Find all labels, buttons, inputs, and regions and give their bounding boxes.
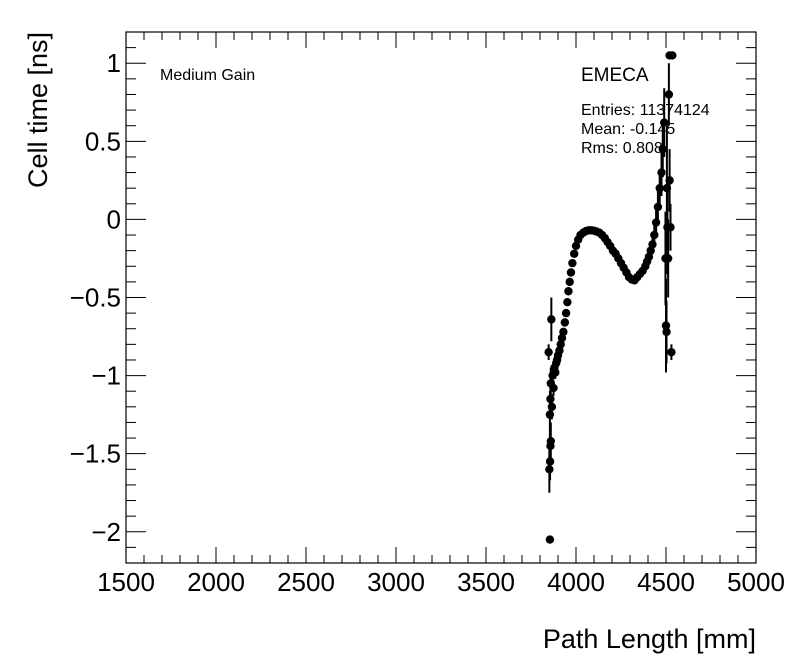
y-tick-label: −0.5 — [70, 283, 121, 313]
data-point — [653, 202, 663, 212]
data-point — [551, 368, 560, 377]
x-tick-label: 4500 — [637, 567, 695, 597]
data-point — [570, 249, 579, 258]
gain-annotation: Medium Gain — [160, 67, 255, 84]
stats-box-title: EMECA — [581, 65, 649, 86]
data-point — [555, 346, 564, 355]
data-point — [663, 254, 673, 263]
data-point — [658, 144, 667, 154]
data-point — [566, 268, 576, 277]
stats-entries: Entries: 11374124 — [581, 102, 710, 119]
data-point — [665, 176, 674, 185]
y-tick-label: 0.5 — [85, 126, 121, 156]
data-point — [563, 297, 572, 307]
data-point — [546, 436, 555, 446]
x-tick-label: 2500 — [277, 567, 335, 597]
y-tick-label: −1.5 — [70, 439, 121, 469]
x-tick-label: 3000 — [367, 567, 425, 597]
data-point — [559, 327, 568, 337]
data-point — [664, 90, 674, 99]
data-point — [545, 457, 555, 466]
data-point — [650, 230, 659, 240]
y-tick-label: 0 — [107, 204, 121, 234]
x-tick-label: 3500 — [457, 567, 515, 597]
data-points — [544, 51, 677, 544]
data-point — [545, 465, 554, 474]
data-point — [544, 347, 553, 357]
x-tick-label: 1500 — [97, 567, 155, 597]
data-point — [655, 183, 664, 193]
y-tick-label: −2 — [91, 517, 121, 547]
data-point — [546, 394, 555, 404]
y-axis-title: Cell time [ns] — [23, 32, 53, 188]
data-point — [668, 51, 677, 60]
data-point — [662, 183, 672, 193]
data-point — [667, 347, 676, 357]
data-point — [657, 168, 666, 177]
data-point — [564, 287, 573, 296]
y-tick-label: 1 — [107, 48, 121, 78]
x-tick-label: 4000 — [547, 567, 605, 597]
data-point — [547, 402, 557, 412]
x-axis-title: Path Length [mm] — [543, 624, 756, 654]
axis-ticks: 1500 2000 2500 3000 3500 4000 4500 5000 −2 −1.5 −1… — [70, 31, 785, 597]
data-point — [545, 410, 555, 419]
stats-mean: Mean: -0.145 — [581, 121, 675, 138]
data-point — [560, 318, 570, 327]
data-point — [547, 315, 556, 324]
data-point — [662, 327, 671, 337]
data-point — [660, 118, 669, 127]
data-point — [661, 321, 671, 330]
data-point — [568, 258, 577, 268]
data-point — [666, 223, 675, 232]
x-tick-label: 2000 — [187, 567, 245, 597]
data-point — [565, 277, 574, 287]
data-point — [648, 240, 657, 249]
y-tick-label: −1 — [91, 361, 121, 391]
x-tick-label: 5000 — [727, 567, 785, 597]
data-point — [545, 535, 555, 544]
data-point — [549, 383, 558, 393]
data-point — [651, 218, 661, 227]
stats-rms: Rms: 0.808 — [581, 140, 663, 157]
data-point — [556, 340, 565, 349]
data-point — [561, 308, 571, 318]
